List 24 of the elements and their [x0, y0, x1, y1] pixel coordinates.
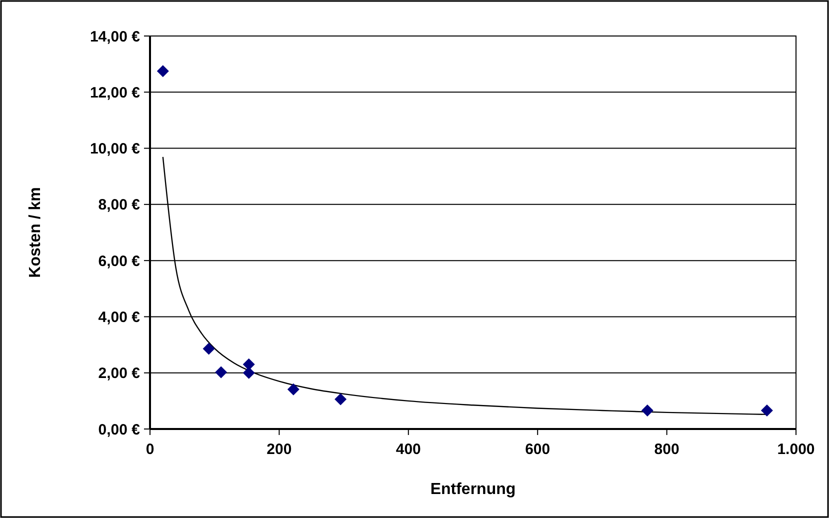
y-tick-label: 12,00 €: [90, 84, 141, 102]
y-axis-title: Kosten / km: [27, 187, 44, 278]
point: [641, 404, 654, 416]
y-tick-label: 14,00 €: [90, 28, 141, 46]
x-tick-label: 0: [146, 441, 154, 458]
y-tick-label: 2,00 €: [98, 365, 141, 382]
y-tick-label: 0,00 €: [98, 421, 141, 438]
x-tick-label: 800: [654, 441, 680, 458]
y-tick-label: 10,00 €: [90, 140, 141, 158]
point: [202, 342, 215, 355]
point: [287, 383, 300, 396]
x-axis-title: Entfernung: [430, 481, 516, 498]
x-tick-label: 400: [396, 441, 421, 458]
y-tick-label: 4,00 €: [98, 308, 141, 326]
point: [334, 393, 347, 406]
x-tick-label: 600: [525, 441, 550, 458]
point: [242, 358, 255, 370]
point: [760, 404, 773, 416]
point: [156, 65, 169, 78]
point: [215, 366, 228, 378]
x-tick-label: 1.000: [777, 441, 815, 458]
y-tick-label: 6,00 €: [98, 252, 141, 270]
x-tick-label: 200: [266, 441, 292, 458]
y-tick-label: 8,00 €: [98, 196, 141, 214]
